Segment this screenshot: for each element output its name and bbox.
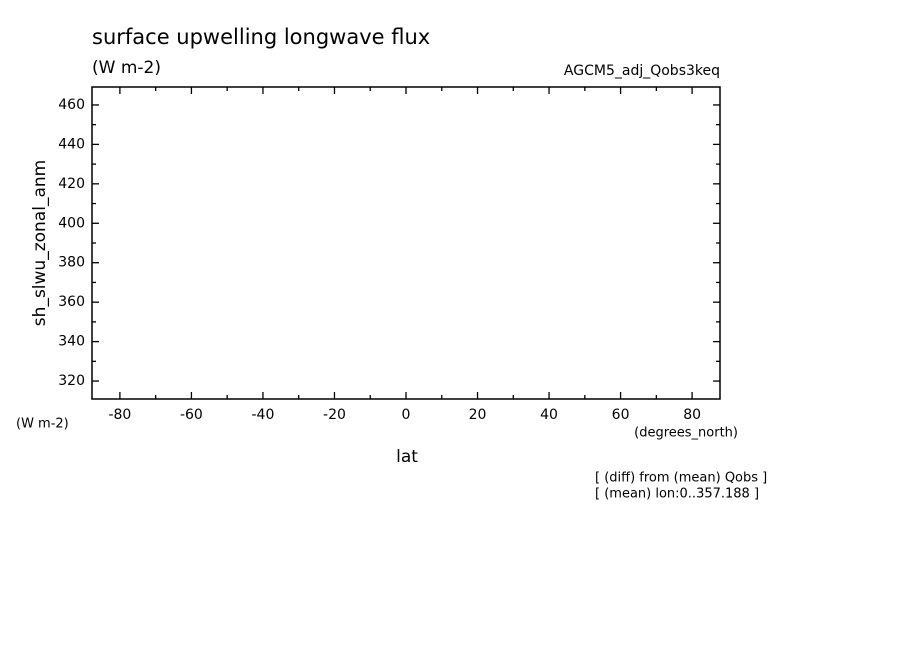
x-tick-label: 0 [402,407,411,423]
x-tick-label: -20 [323,407,346,423]
units: (W m-2) [92,58,161,78]
x-tick-label: 60 [612,407,630,423]
plot-frame [91,86,721,400]
x-tick-label: 20 [469,407,487,423]
x-tick-label: -40 [252,407,275,423]
x-tick-label: 40 [540,407,558,423]
x-tick-label: 80 [683,407,701,423]
y-tick-label: 460 [58,97,85,113]
y-tick-label: 400 [58,215,85,231]
y-tick-label: 320 [58,373,85,389]
note: [ (diff) from (mean) Qobs ] [595,471,767,486]
y-tick-label: 340 [58,334,85,350]
x-units: (degrees_north) [634,426,738,441]
x-axis-label: lat [396,447,418,467]
y-tick-label: 440 [58,136,85,152]
y-axis-label: sh_slwu_zonal_anm [30,160,50,326]
x-tick-label: -60 [180,407,203,423]
chart-title: surface upwelling longwave flux [92,25,430,49]
note: [ (mean) lon:0..357.188 ] [595,487,759,502]
y-tick-label: 380 [58,255,85,271]
x-tick-label: -80 [108,407,131,423]
y-units: (W m-2) [16,417,69,432]
dataset: AGCM5_adj_Qobs3keq [564,63,720,79]
y-tick-label: 360 [58,294,85,310]
y-tick-label: 420 [58,176,85,192]
